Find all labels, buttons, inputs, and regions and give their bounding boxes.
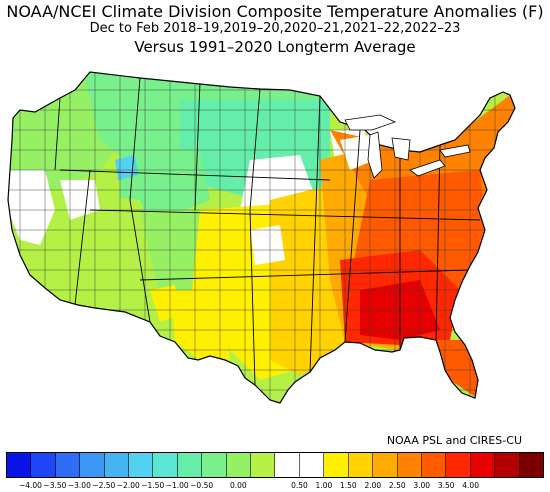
legend-swatch	[470, 453, 496, 477]
legend-swatch	[397, 453, 422, 477]
legend-tick-label: 4.00	[462, 481, 479, 490]
legend-swatch	[202, 453, 227, 477]
legend-tick-label: 3.50	[437, 481, 455, 490]
legend-tick-label: −1.00	[165, 481, 189, 490]
color-legend-bar	[6, 452, 544, 478]
legend-tick-label: 0.50	[291, 481, 308, 490]
baseline-note: Versus 1991–2020 Longterm Average	[134, 38, 416, 56]
data-credit: NOAA PSL and CIRES-CU	[386, 434, 522, 447]
legend-tick-label: 0.00	[229, 481, 247, 490]
great-lakes	[344, 114, 471, 179]
legend-swatch	[373, 453, 398, 477]
legend-swatch	[129, 453, 154, 477]
legend-swatch	[348, 453, 374, 477]
legend-swatch	[251, 453, 276, 477]
map-subtitle: Dec to Feb 2018–19,2019–20,2020–21,2021–…	[89, 21, 461, 36]
legend-swatch	[275, 453, 300, 477]
legend-swatch	[80, 453, 105, 477]
legend-swatch	[55, 453, 81, 477]
legend-swatch	[324, 453, 349, 477]
legend-tick-label: −3.50	[43, 481, 67, 490]
legend-tick-label: 1.50	[340, 481, 357, 490]
color-legend-ticks: −4.00 −3.50 −3.00 −2.50 −2.00 −1.50 −1.00 −0.50…	[6, 481, 544, 492]
legend-tick-label: −1.50	[141, 481, 165, 490]
legend-tick-label: −2.00	[116, 481, 140, 490]
legend-tick-label: 2.50	[388, 481, 406, 490]
legend-tick-label: 1.00	[315, 481, 333, 490]
legend-swatch	[299, 453, 325, 477]
legend-tick-label: −2.50	[92, 481, 116, 490]
legend-tick-label: 2.00	[364, 481, 382, 490]
state-boundaries	[54, 77, 481, 386]
legend-tick-label: 3.00	[413, 481, 431, 490]
anomaly-fill	[8, 72, 515, 403]
legend-swatch	[226, 453, 252, 477]
legend-swatch	[177, 453, 203, 477]
map-title: NOAA/NCEI Climate Division Composite Tem…	[6, 2, 544, 21]
legend-swatch	[446, 453, 471, 477]
legend-swatch	[31, 453, 56, 477]
legend-swatch	[153, 453, 178, 477]
legend-swatch	[519, 453, 543, 477]
legend-swatch	[495, 453, 520, 477]
legend-tick-label: −4.00	[18, 481, 42, 490]
legend-swatch	[104, 453, 130, 477]
us-climate-division-map	[7, 71, 516, 404]
legend-swatch	[7, 453, 32, 477]
legend-swatch	[421, 453, 447, 477]
legend-tick-label: −0.50	[190, 481, 214, 490]
legend-tick-label: −3.00	[67, 481, 91, 490]
